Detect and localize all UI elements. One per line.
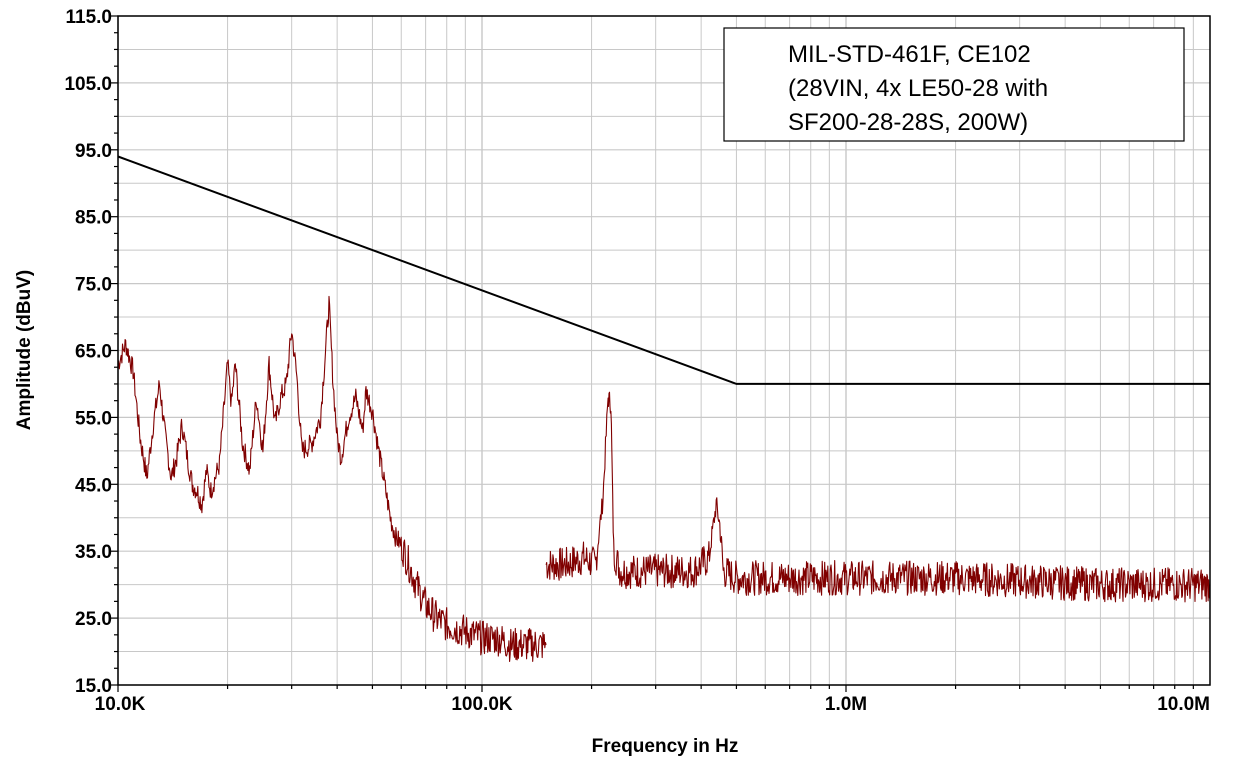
y-tick-label: 75.0 — [75, 275, 112, 296]
x-tick-label: 10.0M — [1157, 694, 1210, 715]
grid — [117, 15, 1210, 686]
tick-labels: 15.0 25.0 35.0 45.0 55.0 65.0 75.0 85.0 95.0 105.… — [64, 7, 1210, 715]
annotation-line-2: (28VIN, 4x LE50-28 with — [788, 75, 1048, 102]
y-tick-label: 85.0 — [75, 208, 112, 229]
x-tick-label: 10.0K — [95, 694, 146, 715]
annotation-line-3: SF200-28-28S, 200W) — [788, 109, 1028, 136]
emission-trace — [545, 391, 1211, 603]
annotation-line-1: MIL-STD-461F, CE102 — [788, 41, 1031, 68]
y-tick-label: 115.0 — [66, 7, 113, 28]
y-tick-label: 35.0 — [75, 542, 112, 563]
emission-trace — [117, 295, 547, 663]
y-tick-label: 45.0 — [75, 475, 112, 496]
y-tick-label: 105.0 — [64, 74, 112, 95]
x-axis-title: Frequency in Hz — [592, 736, 739, 757]
annotation-frame — [723, 27, 1185, 142]
limit-line — [117, 155, 1210, 385]
y-tick-label: 15.0 — [75, 676, 112, 697]
y-tick-label: 95.0 — [75, 141, 112, 162]
plot-frame — [117, 15, 1211, 686]
y-axis-title: Amplitude (dBuV) — [14, 270, 35, 430]
y-tick-label: 55.0 — [75, 408, 112, 429]
y-tick-label: 65.0 — [75, 342, 112, 363]
y-tick-label: 25.0 — [75, 609, 112, 630]
series-group — [117, 155, 1211, 663]
x-tick-label: 100.0K — [451, 694, 513, 715]
x-tick-label: 1.0M — [825, 694, 867, 715]
annotation-box: MIL-STD-461F, CE102 (28VIN, 4x LE50-28 w… — [723, 27, 1185, 142]
